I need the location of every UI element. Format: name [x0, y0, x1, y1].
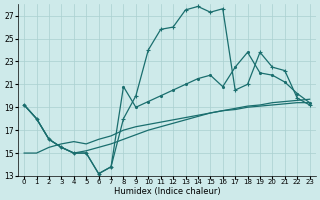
- X-axis label: Humidex (Indice chaleur): Humidex (Indice chaleur): [114, 187, 220, 196]
